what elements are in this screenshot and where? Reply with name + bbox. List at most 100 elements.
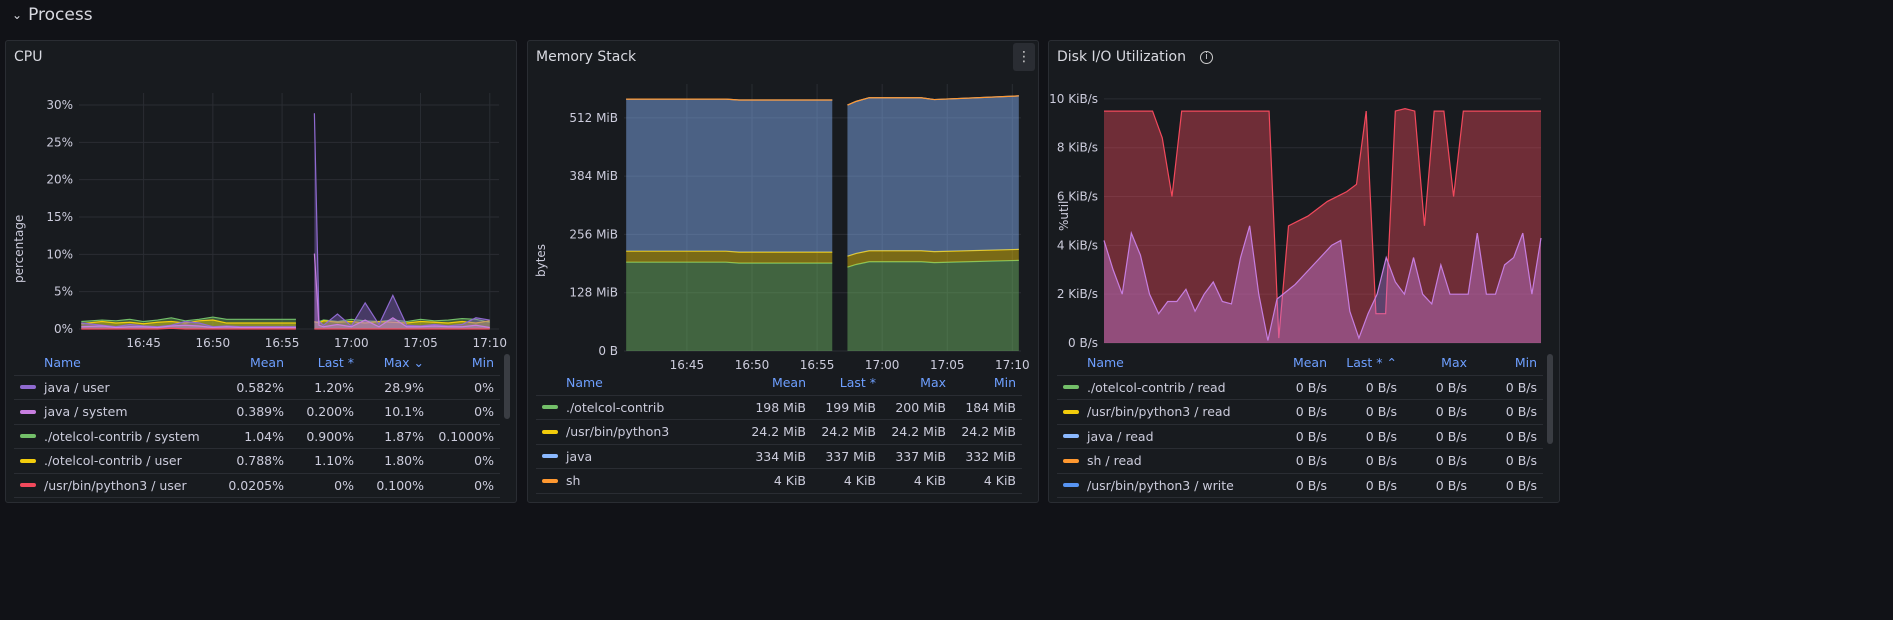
max-value: 0 B/s: [1435, 428, 1467, 444]
column-header[interactable]: Mean: [771, 375, 806, 391]
disk-chart[interactable]: 0 B/s 2 KiB/s 4 KiB/s 6 KiB/s 8 KiB/s 10 KiB/…: [1049, 41, 1561, 361]
panel-title[interactable]: Disk I/O Utilization: [1057, 49, 1186, 65]
legend-header: Name Mean Last * Max Min: [536, 371, 1022, 396]
x-tick-label: 16:50: [735, 358, 770, 372]
last-value: 199 MiB: [825, 399, 876, 415]
series-line: [626, 98, 833, 101]
column-header[interactable]: Mean: [1292, 355, 1327, 371]
column-header[interactable]: Mean: [249, 355, 284, 371]
min-value: 0%: [474, 379, 494, 395]
max-value: 0 B/s: [1435, 477, 1467, 493]
x-tick-label: 17:10: [472, 336, 507, 350]
legend-row[interactable]: sh / read 0 B/s 0 B/s 0 B/s 0 B/s: [1057, 449, 1543, 474]
last-value: 0 B/s: [1365, 379, 1397, 395]
min-value: 0 B/s: [1505, 477, 1537, 493]
x-tick-label: 16:45: [670, 358, 705, 372]
min-value: 4 KiB: [983, 473, 1016, 489]
series-line: [81, 327, 296, 330]
legend-row[interactable]: sh 4 KiB 4 KiB 4 KiB 4 KiB: [536, 469, 1022, 494]
last-value: 1.10%: [314, 453, 354, 469]
legend-row[interactable]: ./otelcol-contrib 198 MiB 199 MiB 200 MiB 18…: [536, 396, 1022, 420]
column-header[interactable]: Last *: [839, 375, 876, 391]
column-header[interactable]: Max ⌄: [383, 355, 424, 371]
series-color-swatch: [1063, 458, 1079, 463]
legend-row[interactable]: ./otelcol-contrib / read 0 B/s 0 B/s 0 B/s 0…: [1057, 376, 1543, 400]
row-header-process[interactable]: ⌄ Process: [12, 5, 93, 25]
cpu-panel: CPU percentage 0% 5% 10% 15% 20% 25% 30% 16:45 1…: [5, 40, 517, 503]
column-header[interactable]: Name: [566, 375, 603, 391]
series-area: [1104, 108, 1541, 343]
series-area: [626, 99, 833, 253]
last-value: 0%: [334, 477, 354, 493]
mean-value: 198 MiB: [755, 399, 806, 415]
y-tick-label: 10%: [46, 247, 73, 261]
column-header[interactable]: Max: [920, 375, 946, 391]
y-tick-label: 6 KiB/s: [1057, 190, 1098, 204]
max-value: 1.80%: [384, 453, 424, 469]
column-header[interactable]: Name: [1087, 355, 1124, 371]
legend-header: Name Mean Last * ⌃ Max Min: [1057, 351, 1543, 376]
min-value: 332 MiB: [965, 448, 1016, 464]
column-header[interactable]: Last * ⌃: [1346, 355, 1397, 371]
legend-row[interactable]: java / system 0.389% 0.200% 10.1% 0%: [14, 400, 500, 425]
series-color-swatch: [542, 454, 558, 459]
legend-row[interactable]: /usr/bin/python3 24.2 MiB 24.2 MiB 24.2 MiB…: [536, 420, 1022, 445]
column-header[interactable]: Min: [993, 375, 1016, 391]
series-line: [313, 253, 490, 329]
legend-scrollbar[interactable]: [504, 354, 510, 419]
legend-row[interactable]: ./otelcol-contrib / system 1.04% 0.900% 1.8…: [14, 425, 500, 449]
x-tick-label: 17:00: [865, 358, 900, 372]
y-tick-label: 256 MiB: [569, 227, 618, 241]
column-header[interactable]: Max: [1441, 355, 1467, 371]
mean-value: 4 KiB: [773, 473, 806, 489]
min-value: 0 B/s: [1505, 379, 1537, 395]
series-name: java: [566, 448, 593, 464]
y-tick-label: 0%: [54, 322, 73, 336]
series-name: ./otelcol-contrib: [566, 399, 665, 415]
min-value: 0%: [474, 477, 494, 493]
legend-row[interactable]: java / read 0 B/s 0 B/s 0 B/s 0 B/s: [1057, 425, 1543, 449]
mean-value: 0 B/s: [1295, 379, 1327, 395]
y-tick-label: 20%: [46, 173, 73, 187]
column-header[interactable]: Min: [1514, 355, 1537, 371]
panel-title[interactable]: Memory Stack: [536, 49, 637, 65]
column-header[interactable]: Min: [471, 355, 494, 371]
panel-title[interactable]: CPU: [14, 49, 43, 65]
legend-row[interactable]: ./otelcol-contrib / user 0.788% 1.10% 1.80%…: [14, 449, 500, 474]
legend-table: Name Mean Last * ⌃ Max Min ./otelcol-contrib …: [1057, 351, 1543, 498]
column-header[interactable]: Name: [44, 355, 81, 371]
x-tick-label: 17:05: [930, 358, 965, 372]
series-area: [847, 260, 1019, 351]
legend-row[interactable]: java / user 0.582% 1.20% 28.9% 0%: [14, 376, 500, 400]
legend-row[interactable]: /usr/bin/python3 / write 0 B/s 0 B/s 0 B/s 0…: [1057, 474, 1543, 498]
series-color-swatch: [542, 478, 558, 483]
mean-value: 0.389%: [236, 404, 284, 420]
cpu-chart[interactable]: 0% 5% 10% 15% 20% 25% 30% 16:45 16:50 16:55 17:00 1…: [6, 41, 518, 361]
legend-row[interactable]: java 334 MiB 337 MiB 337 MiB 332 MiB: [536, 445, 1022, 469]
y-tick-label: 128 MiB: [569, 286, 618, 300]
memory-stack-panel: Memory Stack ⋮ bytes 0 B 128 MiB 256 MiB 38…: [527, 40, 1039, 503]
mean-value: 334 MiB: [755, 448, 806, 464]
min-value: 24.2 MiB: [961, 424, 1016, 440]
max-value: 10.1%: [384, 404, 424, 420]
max-value: 0.100%: [376, 477, 424, 493]
column-header[interactable]: Last *: [317, 355, 354, 371]
last-value: 0 B/s: [1365, 404, 1397, 420]
series-area: [1104, 225, 1541, 343]
legend-row[interactable]: /usr/bin/python3 / read 0 B/s 0 B/s 0 B/s 0 …: [1057, 400, 1543, 425]
series-line: [847, 248, 1019, 257]
series-name: ./otelcol-contrib / user: [44, 453, 182, 469]
mean-value: 24.2 MiB: [751, 424, 806, 440]
series-area: [847, 95, 1019, 257]
chevron-down-icon: ⌄: [12, 8, 23, 22]
info-icon[interactable]: i: [1200, 50, 1213, 64]
legend-row[interactable]: /usr/bin/python3 / user 0.0205% 0% 0.100% 0%: [14, 474, 500, 498]
legend-scrollbar[interactable]: [1547, 354, 1553, 444]
series-line: [81, 316, 296, 323]
memory-chart[interactable]: 0 B 128 MiB 256 MiB 384 MiB 512 MiB 16:45 16:5…: [528, 41, 1040, 381]
panel-menu-button[interactable]: ⋮: [1013, 43, 1035, 71]
series-name: java / read: [1087, 428, 1154, 444]
mean-value: 0 B/s: [1295, 404, 1327, 420]
max-value: 4 KiB: [913, 473, 946, 489]
series-line: [847, 259, 1019, 268]
